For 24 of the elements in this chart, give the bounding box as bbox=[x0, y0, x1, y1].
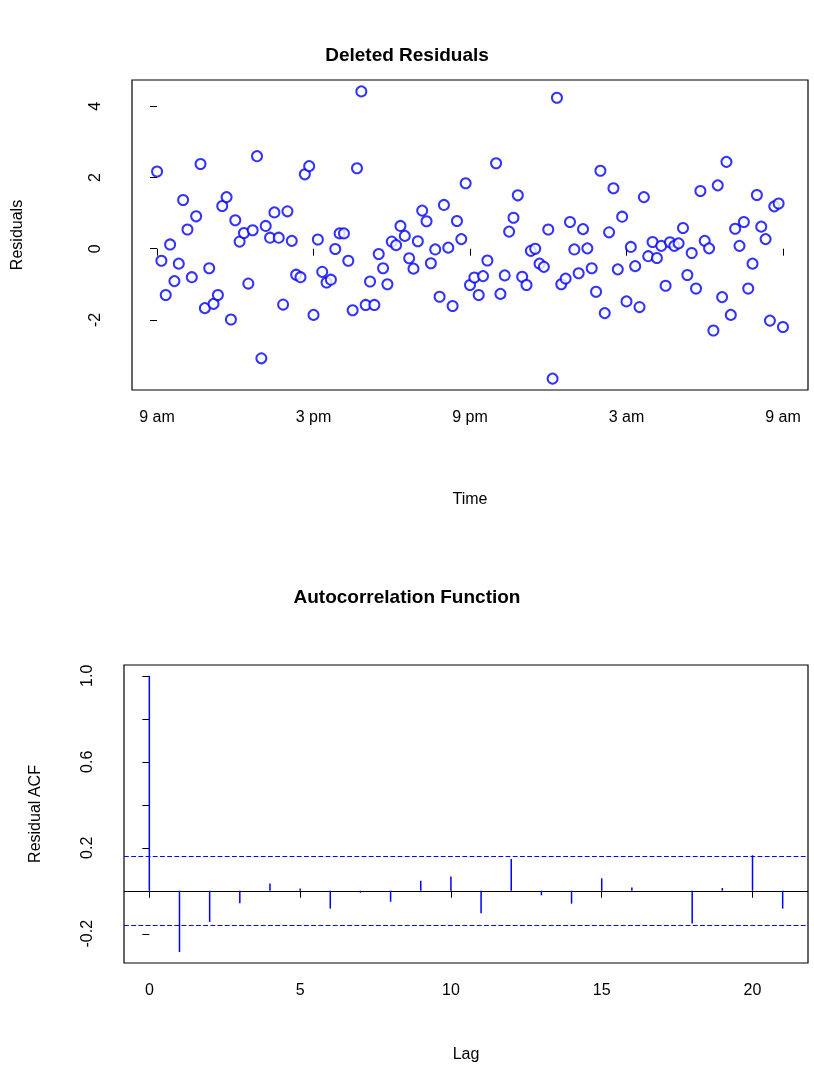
x-tick-label: 9 pm bbox=[452, 407, 488, 425]
x-tick-label: 3 pm bbox=[295, 407, 332, 425]
x-tick-label: 3 am bbox=[608, 407, 645, 425]
chart-title: Deleted Residuals bbox=[325, 44, 489, 65]
x-tick-label: 5 bbox=[295, 980, 305, 998]
y-tick-label: 4 bbox=[85, 101, 103, 111]
x-tick-label: 15 bbox=[592, 980, 611, 998]
y-tick-label: 1.0 bbox=[77, 664, 95, 687]
x-tick-label: 10 bbox=[442, 980, 460, 998]
y-axis-title: Residuals bbox=[7, 199, 25, 271]
x-tick-label: 20 bbox=[743, 980, 762, 998]
x-tick-label: 9 am bbox=[765, 407, 801, 425]
y-tick-label: -2 bbox=[85, 312, 103, 327]
y-axis-title: Residual ACF bbox=[25, 764, 43, 863]
x-tick-label: 0 bbox=[144, 980, 154, 998]
y-tick-label: 0 bbox=[85, 244, 103, 254]
chart-title: Autocorrelation Function bbox=[293, 586, 521, 607]
y-tick-label: -0.2 bbox=[77, 919, 95, 948]
y-tick-label: 0.6 bbox=[77, 750, 95, 773]
x-axis-title: Time bbox=[452, 489, 488, 507]
x-tick-label: 9 am bbox=[139, 407, 175, 425]
y-tick-label: 0.2 bbox=[77, 836, 95, 859]
y-tick-label: 2 bbox=[85, 172, 103, 182]
x-axis-title: Lag bbox=[452, 1044, 480, 1062]
